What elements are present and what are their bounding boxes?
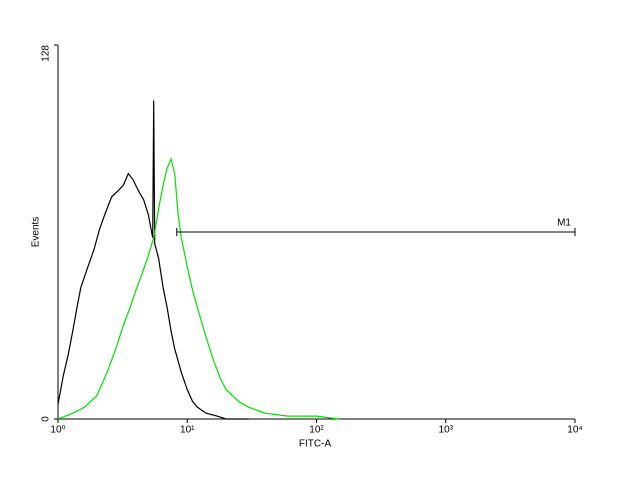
x-tick-label: 10⁴ [567, 425, 582, 436]
x-tick-label: 10¹ [180, 425, 195, 436]
x-tick-label: 10⁰ [50, 425, 65, 436]
x-tick-label: 10² [309, 425, 324, 436]
marker-label: M1 [557, 218, 571, 229]
y-axis-label: Events [31, 217, 42, 248]
histogram-line [57, 100, 249, 420]
y-tick-label: 128 [41, 45, 52, 62]
y-tick-label: 0 [41, 416, 52, 422]
histogram-line [57, 157, 340, 420]
x-axis-label: FITC-A [299, 439, 332, 450]
x-tick-label: 10³ [439, 425, 454, 436]
